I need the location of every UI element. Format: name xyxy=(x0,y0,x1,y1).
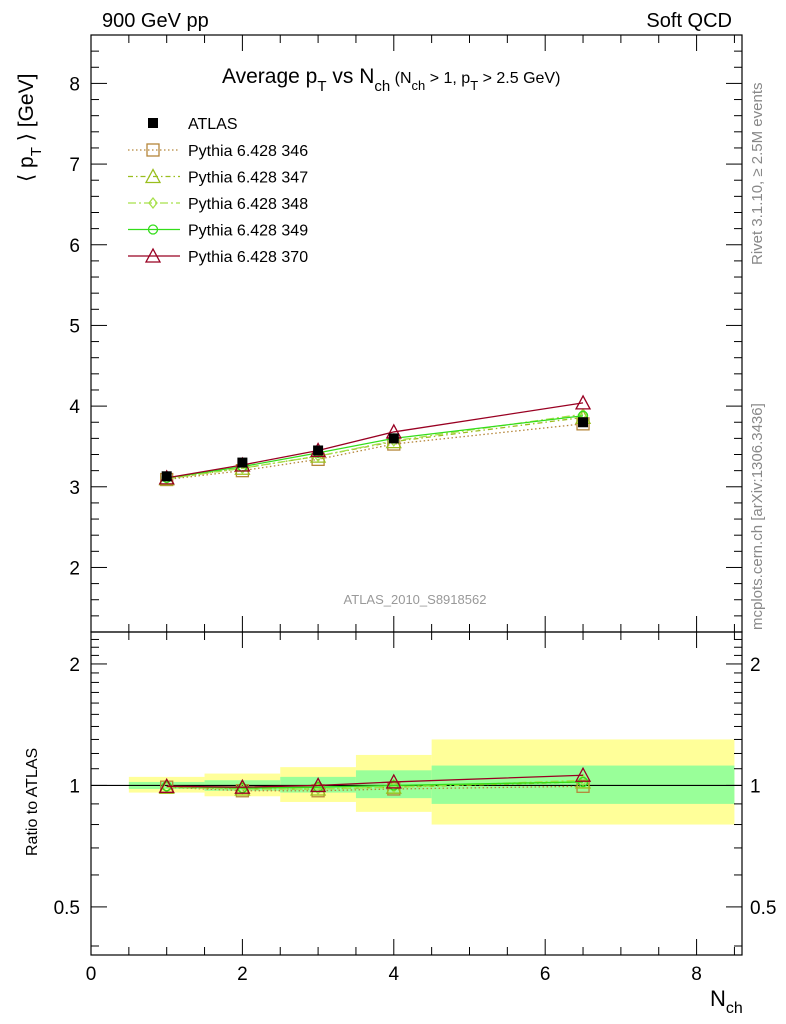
data-point xyxy=(313,445,324,456)
axes: 0 2 4 6 8 2 3 4 5 6 7 8 0.5 0.5 1 1 2 2 xyxy=(54,34,776,985)
ratio-y-tick-label: 1 xyxy=(69,776,80,797)
ratio-marker xyxy=(574,766,592,782)
legend-entry: Pythia 6.428 370 xyxy=(128,247,308,266)
ratio-y-tick-label-right: 1 xyxy=(750,776,761,797)
legend-marker xyxy=(148,196,158,210)
legend-entry: Pythia 6.428 348 xyxy=(128,196,308,213)
y-tick-label: 3 xyxy=(69,478,80,499)
legend-entry: Pythia 6.428 347 xyxy=(128,168,308,187)
data-point xyxy=(388,433,399,444)
legend-label: Pythia 6.428 370 xyxy=(188,249,308,266)
legend-marker xyxy=(148,118,158,128)
legend-label: ATLAS xyxy=(188,116,238,133)
legend-label: Pythia 6.428 346 xyxy=(188,143,308,160)
series-line xyxy=(166,416,584,480)
mcplots-label: mcplots.cern.ch [arXiv:1306.3436] xyxy=(749,403,766,630)
data-point xyxy=(578,417,589,428)
ratio-axis-label: Ratio to ATLAS xyxy=(24,748,41,856)
y-tick-label: 2 xyxy=(69,558,80,579)
ratio-series xyxy=(158,766,592,798)
legend-marker xyxy=(147,224,159,235)
y-tick-label: 4 xyxy=(69,397,80,418)
series-line xyxy=(166,413,584,480)
ratio-marker xyxy=(310,777,327,793)
analysis-id: ATLAS_2010_S8918562 xyxy=(344,592,487,607)
data-point xyxy=(237,457,248,468)
legend-marker xyxy=(144,247,162,263)
x-tick-label: 6 xyxy=(540,964,551,985)
legend-label: Pythia 6.428 349 xyxy=(188,223,308,240)
ratio-marker xyxy=(234,778,251,794)
x-tick-label: 0 xyxy=(86,964,97,985)
legend: ATLAS Pythia 6.428 346 Pythia 6.428 347 Pyt… xyxy=(128,116,308,266)
ratio-y-tick-label: 2 xyxy=(69,655,80,676)
y-tick-label: 7 xyxy=(69,155,80,176)
process-label: Soft QCD xyxy=(646,10,732,32)
legend-marker xyxy=(146,143,160,157)
uncertainty-bands xyxy=(128,739,735,825)
x-axis-label: Nch xyxy=(710,986,743,1017)
y-tick-label: 6 xyxy=(69,236,80,257)
collision-label: 900 GeV pp xyxy=(102,10,209,32)
legend-marker xyxy=(144,168,162,184)
series-line xyxy=(166,423,584,481)
series-marker xyxy=(574,394,592,410)
ratio-y-tick-label: 0.5 xyxy=(54,898,80,919)
legend-label: Pythia 6.428 347 xyxy=(188,170,308,187)
ratio-marker xyxy=(158,777,175,793)
x-tick-label: 8 xyxy=(691,964,702,985)
ratio-y-tick-label-right: 2 xyxy=(750,655,761,676)
legend-label: Pythia 6.428 348 xyxy=(188,196,308,213)
y-axis-label: ⟨ pT ⟩ [GeV] xyxy=(15,74,45,182)
x-tick-label: 2 xyxy=(237,964,248,985)
ratio-marker xyxy=(388,780,399,791)
ratio-marker xyxy=(385,773,402,789)
series-line xyxy=(166,402,584,479)
ratio-frame xyxy=(90,631,743,956)
legend-entry: Pythia 6.428 349 xyxy=(128,223,308,240)
y-tick-label: 5 xyxy=(69,316,80,337)
legend-entry-data: ATLAS xyxy=(148,116,238,133)
legend-entry: Pythia 6.428 346 xyxy=(128,143,308,160)
data-point xyxy=(161,471,172,482)
rivet-version-label: Rivet 3.1.10, ≥ 2.5M events xyxy=(749,83,766,266)
ratio-marker xyxy=(577,776,589,788)
ratio-y-tick-label-right: 0.5 xyxy=(750,898,776,919)
x-tick-label: 4 xyxy=(389,964,400,985)
main-series xyxy=(158,394,592,487)
y-tick-label: 8 xyxy=(69,74,80,95)
chart-title: Average pT vs Nch (Nch > 1, pT > 2.5 GeV… xyxy=(222,65,560,95)
ratio-line xyxy=(166,774,584,788)
